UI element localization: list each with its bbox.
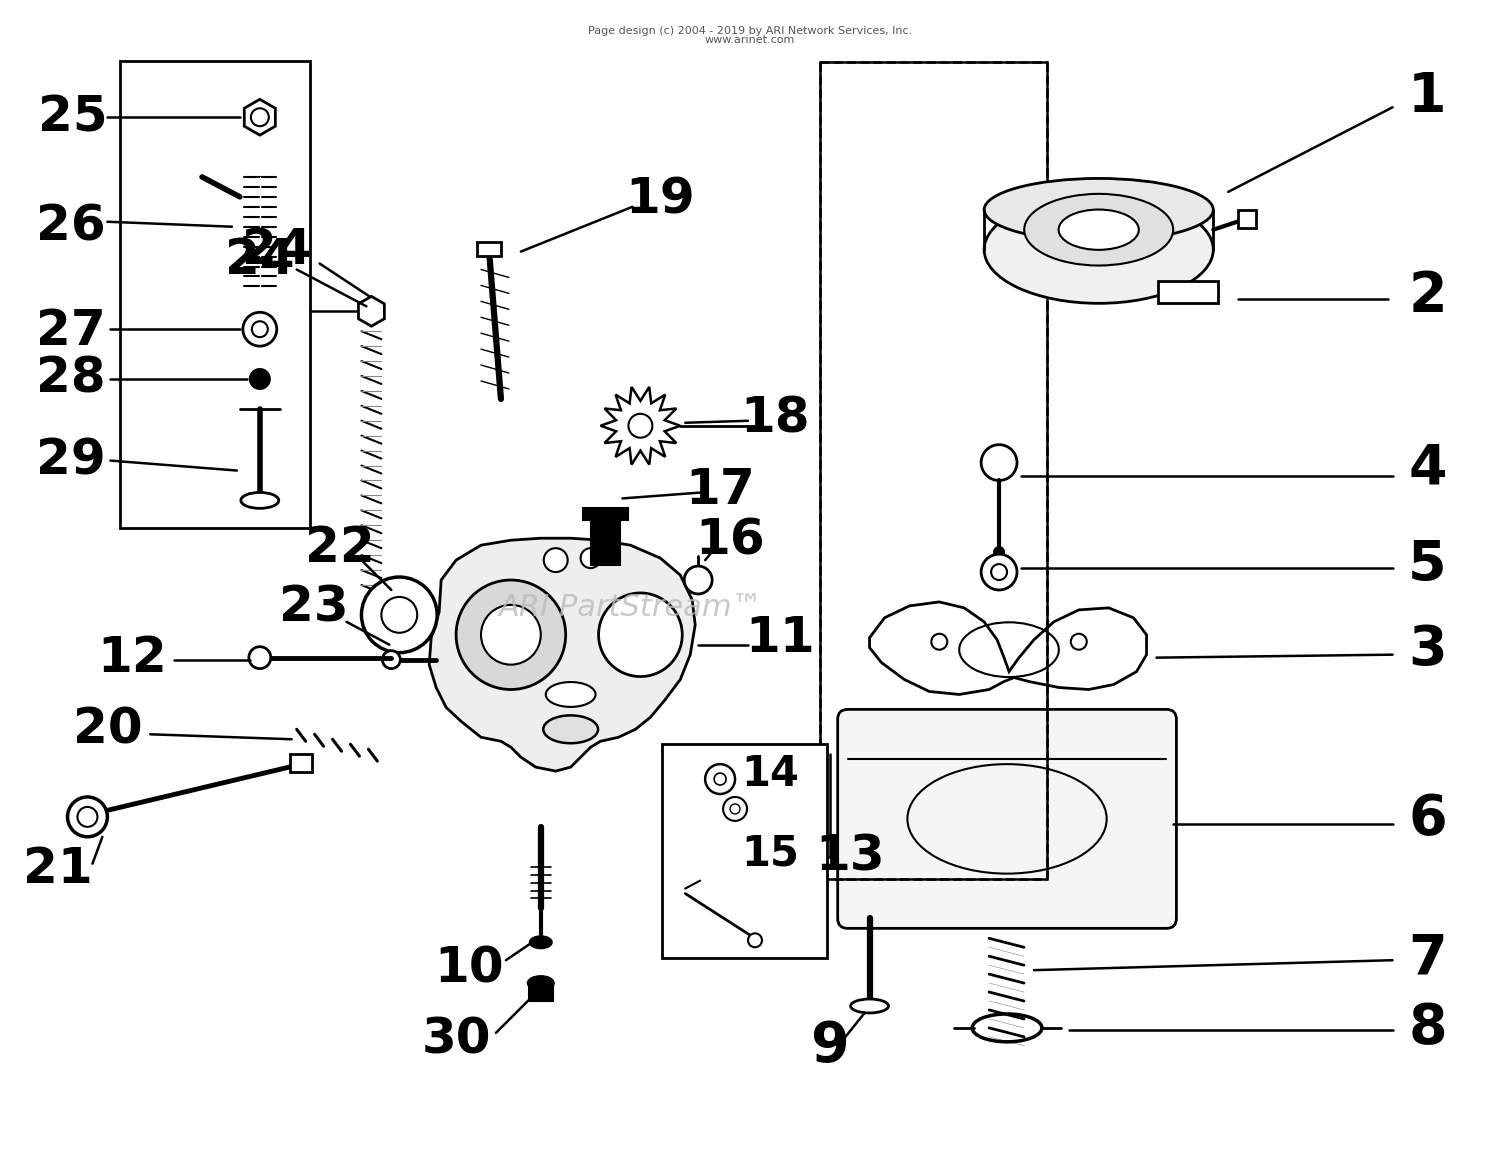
- Text: 4: 4: [1408, 442, 1446, 495]
- Polygon shape: [600, 387, 681, 465]
- Ellipse shape: [546, 682, 596, 707]
- Bar: [1238, 210, 1256, 228]
- Bar: [530, 983, 552, 1001]
- Circle shape: [362, 577, 436, 653]
- Bar: [1158, 281, 1218, 304]
- Circle shape: [730, 804, 740, 814]
- Polygon shape: [429, 538, 694, 771]
- Text: 5: 5: [1408, 538, 1448, 592]
- Circle shape: [598, 593, 682, 676]
- Circle shape: [580, 548, 600, 568]
- Circle shape: [994, 547, 1004, 557]
- Text: 10: 10: [433, 944, 504, 992]
- Circle shape: [68, 797, 108, 836]
- Bar: [591, 510, 621, 565]
- Text: 28: 28: [36, 355, 105, 403]
- Circle shape: [684, 566, 712, 595]
- Text: 8: 8: [1408, 1001, 1448, 1055]
- Ellipse shape: [984, 179, 1214, 241]
- Text: 30: 30: [422, 1016, 490, 1064]
- Circle shape: [456, 580, 566, 689]
- Text: 27: 27: [36, 307, 105, 355]
- Ellipse shape: [1024, 194, 1173, 265]
- Text: 22: 22: [304, 524, 375, 572]
- Ellipse shape: [530, 937, 552, 948]
- Text: ARI PartStream™: ARI PartStream™: [498, 592, 762, 621]
- Circle shape: [981, 445, 1017, 480]
- Circle shape: [932, 634, 948, 649]
- Text: 24: 24: [242, 225, 312, 273]
- Text: 3: 3: [1408, 623, 1448, 676]
- Polygon shape: [244, 99, 276, 135]
- Circle shape: [705, 764, 735, 794]
- FancyBboxPatch shape: [837, 709, 1176, 929]
- Text: 2: 2: [1408, 270, 1448, 324]
- Text: 15: 15: [741, 833, 800, 875]
- Ellipse shape: [242, 493, 279, 508]
- Text: 16: 16: [696, 516, 765, 564]
- Text: 13: 13: [815, 833, 885, 881]
- Text: 26: 26: [36, 203, 105, 251]
- Bar: [290, 755, 312, 772]
- Circle shape: [981, 554, 1017, 590]
- Text: 14: 14: [741, 753, 800, 795]
- Text: 9: 9: [810, 1018, 849, 1072]
- Text: 21: 21: [22, 844, 93, 892]
- Bar: [663, 744, 826, 958]
- Circle shape: [482, 605, 542, 665]
- Ellipse shape: [1059, 209, 1138, 250]
- Circle shape: [544, 548, 567, 572]
- Ellipse shape: [249, 647, 272, 668]
- Polygon shape: [358, 297, 384, 326]
- Bar: [582, 508, 628, 520]
- Text: 19: 19: [626, 176, 694, 224]
- Text: 11: 11: [746, 613, 814, 662]
- Circle shape: [723, 797, 747, 821]
- Circle shape: [714, 773, 726, 785]
- Text: 7: 7: [1408, 931, 1448, 986]
- Circle shape: [251, 369, 270, 389]
- Text: 12: 12: [98, 634, 166, 682]
- Text: 25: 25: [38, 93, 108, 141]
- Text: 18: 18: [740, 395, 810, 443]
- Ellipse shape: [382, 651, 400, 668]
- Ellipse shape: [984, 196, 1214, 304]
- Circle shape: [252, 321, 268, 338]
- Ellipse shape: [543, 715, 598, 743]
- Circle shape: [243, 312, 278, 346]
- Text: 23: 23: [279, 584, 348, 632]
- Ellipse shape: [850, 999, 888, 1013]
- Circle shape: [381, 597, 417, 633]
- Circle shape: [251, 109, 268, 126]
- Circle shape: [1071, 634, 1086, 649]
- Bar: [477, 242, 501, 256]
- Text: 20: 20: [72, 705, 142, 753]
- Text: 24: 24: [225, 236, 294, 284]
- Text: www.arinet.com: www.arinet.com: [705, 35, 795, 46]
- Text: 17: 17: [686, 466, 754, 514]
- Text: 29: 29: [36, 437, 105, 485]
- Circle shape: [628, 413, 652, 438]
- Circle shape: [78, 807, 98, 827]
- Text: 1: 1: [1408, 70, 1448, 124]
- Text: Page design (c) 2004 - 2019 by ARI Network Services, Inc.: Page design (c) 2004 - 2019 by ARI Netwo…: [588, 26, 912, 36]
- Circle shape: [748, 933, 762, 947]
- Text: 6: 6: [1408, 792, 1448, 846]
- Ellipse shape: [528, 976, 554, 990]
- Circle shape: [992, 564, 1006, 580]
